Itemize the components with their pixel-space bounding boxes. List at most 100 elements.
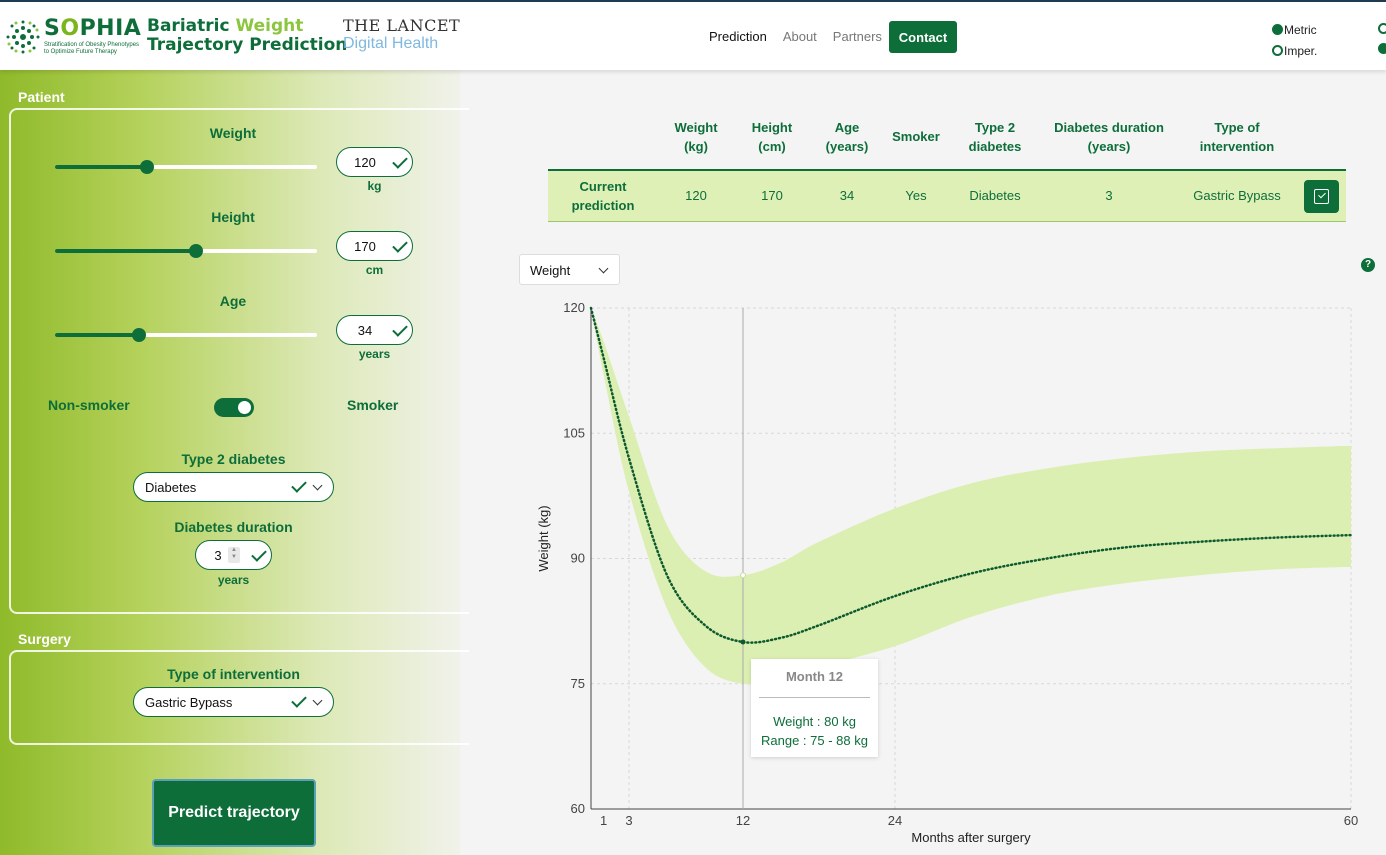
smoker-toggle[interactable]	[214, 398, 254, 417]
weight-slider[interactable]	[55, 160, 317, 174]
app-title: Bariatric Weight Trajectory Prediction	[147, 16, 348, 55]
cell-intervention: Gastric Bypass	[1193, 188, 1281, 203]
radio-option-a[interactable]	[1378, 23, 1386, 34]
radio-option-b[interactable]	[1378, 43, 1386, 54]
height-input[interactable]: 170	[336, 231, 413, 261]
nav-partners[interactable]: Partners	[832, 29, 882, 44]
lancet-logo: THE LANCET Digital Health	[343, 16, 461, 53]
age-slider-thumb[interactable]	[131, 328, 146, 342]
series-line	[589, 306, 1353, 644]
download-icon	[1314, 189, 1329, 204]
cell-smoker: Yes	[905, 188, 927, 203]
col-age: Age (years)	[825, 120, 869, 154]
age-label: Age	[219, 293, 247, 309]
height-slider[interactable]	[55, 244, 317, 258]
main-nav: Prediction About Partners	[709, 29, 882, 44]
radio-imperial[interactable]	[1272, 45, 1283, 56]
cell-weight: 120	[685, 188, 707, 203]
chevron-down-icon	[312, 695, 323, 706]
chevron-down-icon	[598, 263, 609, 274]
table-row: Current prediction 120 170 34 Yes Diabete…	[548, 169, 1346, 222]
check-icon	[392, 153, 408, 169]
secondary-radio-group	[1378, 23, 1386, 63]
col-intervention: Type of intervention	[1199, 120, 1275, 154]
hover-point	[740, 639, 746, 645]
diabetes-select[interactable]: Diabetes	[133, 472, 334, 502]
check-icon	[392, 237, 408, 253]
unit-metric[interactable]: Metric	[1272, 20, 1317, 41]
diabetes-label: Type 2 diabetes	[181, 451, 286, 467]
check-icon	[291, 692, 307, 708]
smoker-label: Smoker	[347, 397, 399, 413]
diabetes-duration-label: Diabetes duration	[174, 519, 293, 535]
surgery-box	[9, 650, 469, 745]
tooltip-weight: Weight : 80 kg	[773, 714, 856, 729]
cell-diabetes-duration: 3	[1105, 188, 1113, 203]
x-axis-label: Months after surgery	[911, 830, 1031, 845]
contact-button[interactable]: Contact	[889, 21, 957, 53]
brand: SOPHIA Stratification of Obesity Phenoty…	[44, 18, 144, 56]
weight-input[interactable]: 120	[336, 147, 413, 177]
x-tick-label: 60	[1344, 813, 1358, 828]
y-tick-label: 105	[563, 425, 585, 440]
tooltip-range: Range : 75 - 88 kg	[761, 733, 868, 748]
x-tick-label: 1	[600, 813, 607, 828]
weight-unit: kg	[367, 179, 382, 193]
col-diabetes-duration: Diabetes duration (years)	[1054, 120, 1164, 154]
cell-height: 170	[761, 188, 783, 203]
nav-prediction[interactable]: Prediction	[709, 29, 767, 44]
x-tick-label: 24	[888, 813, 902, 828]
unit-imperial[interactable]: Imper.	[1272, 41, 1317, 62]
weight-label: Weight	[209, 125, 257, 141]
col-weight: Weight (kg)	[674, 120, 718, 154]
surgery-section-label: Surgery	[18, 631, 71, 647]
chart-tooltip: Month 12 Weight : 80 kg Range : 75 - 88 …	[751, 659, 878, 757]
cell-diabetes: Diabetes	[969, 188, 1021, 203]
age-input[interactable]: 34	[336, 315, 413, 345]
sophia-logo-icon	[6, 20, 40, 54]
check-icon	[291, 477, 307, 493]
weight-trajectory-chart: 60 75 90 105 120 1 3 12 24 60 Months after surgery…	[536, 300, 1358, 845]
check-icon	[392, 321, 408, 337]
age-slider[interactable]	[55, 328, 317, 342]
row-label: Current prediction	[571, 179, 635, 213]
patient-section-label: Patient	[18, 89, 65, 105]
brand-subtitle: Stratification of Obesity Phenotypes to …	[44, 42, 140, 55]
nav-about[interactable]: About	[782, 29, 817, 44]
check-icon	[251, 546, 267, 562]
y-tick-label: 60	[571, 801, 585, 816]
unit-selector: Metric Imper.	[1272, 20, 1317, 62]
tooltip-divider	[759, 697, 870, 698]
y-tick-label: 120	[563, 300, 585, 315]
radio-metric[interactable]	[1272, 24, 1283, 35]
diabetes-duration-unit: years	[217, 573, 250, 587]
height-label: Height	[211, 209, 255, 225]
non-smoker-label: Non-smoker	[48, 397, 130, 413]
metric-select[interactable]: Weight	[519, 254, 620, 285]
x-tick-label: 3	[625, 813, 632, 828]
x-tick-label: 12	[736, 813, 750, 828]
predict-trajectory-button[interactable]: Predict trajectory	[152, 779, 316, 847]
brand-name: SOPHIA	[44, 16, 142, 41]
col-smoker: Smoker	[892, 129, 940, 144]
number-spinner-icon[interactable]: ▲ ▼	[228, 547, 240, 563]
patient-box	[9, 108, 469, 614]
intervention-select[interactable]: Gastric Bypass	[133, 687, 334, 717]
y-tick-label: 75	[571, 676, 585, 691]
help-icon[interactable]: ?	[1361, 258, 1375, 272]
confidence-band	[591, 308, 1351, 685]
input-panel: Patient Weight 120 kg Height 170 cm Age …	[0, 70, 469, 855]
y-tick-label: 90	[571, 551, 585, 566]
height-slider-thumb[interactable]	[189, 244, 204, 258]
hover-band-point	[740, 572, 746, 579]
download-button[interactable]	[1304, 180, 1339, 213]
top-header: SOPHIA Stratification of Obesity Phenoty…	[0, 0, 1386, 70]
height-unit: cm	[365, 263, 384, 277]
weight-slider-thumb[interactable]	[139, 160, 154, 174]
y-axis-label: Weight (kg)	[536, 505, 551, 571]
tooltip-title: Month 12	[785, 669, 844, 684]
col-height: Height (cm)	[751, 120, 793, 154]
intervention-label: Type of intervention	[167, 666, 300, 682]
chevron-down-icon	[312, 480, 323, 491]
toggle-knob	[238, 401, 251, 414]
